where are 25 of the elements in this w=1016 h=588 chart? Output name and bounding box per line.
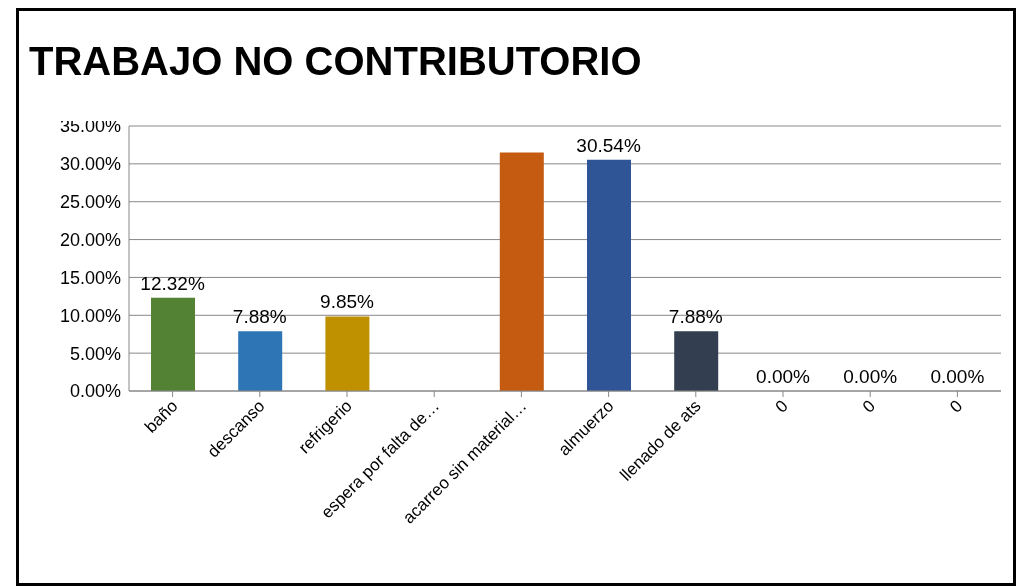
data-label: 0.00% — [930, 366, 985, 387]
bar — [151, 297, 195, 391]
y-tick-label: 20.00% — [59, 229, 121, 250]
data-label: 12.32% — [140, 272, 205, 294]
y-tick-label: 30.00% — [59, 154, 121, 175]
y-tick-label: 0.00% — [69, 381, 121, 402]
data-label: 7.88% — [232, 306, 287, 328]
bar — [674, 331, 719, 391]
chart-title: TRABAJO NO CONTRIBUTORIO — [29, 39, 642, 84]
data-label: 9.85% — [320, 291, 375, 313]
y-tick-label: 5.00% — [69, 343, 121, 364]
y-tick-label: 25.00% — [59, 192, 121, 213]
bar — [325, 316, 370, 391]
y-tick-label: 15.00% — [59, 267, 121, 288]
data-label: 30.54% — [576, 134, 641, 156]
y-tick-label: 10.00% — [59, 305, 121, 326]
bar — [238, 331, 283, 391]
x-tick-label: 0 — [858, 396, 880, 417]
bar — [499, 152, 544, 391]
x-tick-label: 0 — [771, 396, 792, 417]
data-label: 0.00% — [756, 366, 811, 387]
data-label: 0.00% — [843, 366, 898, 387]
x-tick-label: 0 — [946, 396, 967, 417]
data-label: 7.88% — [668, 306, 723, 328]
bar — [587, 159, 631, 391]
